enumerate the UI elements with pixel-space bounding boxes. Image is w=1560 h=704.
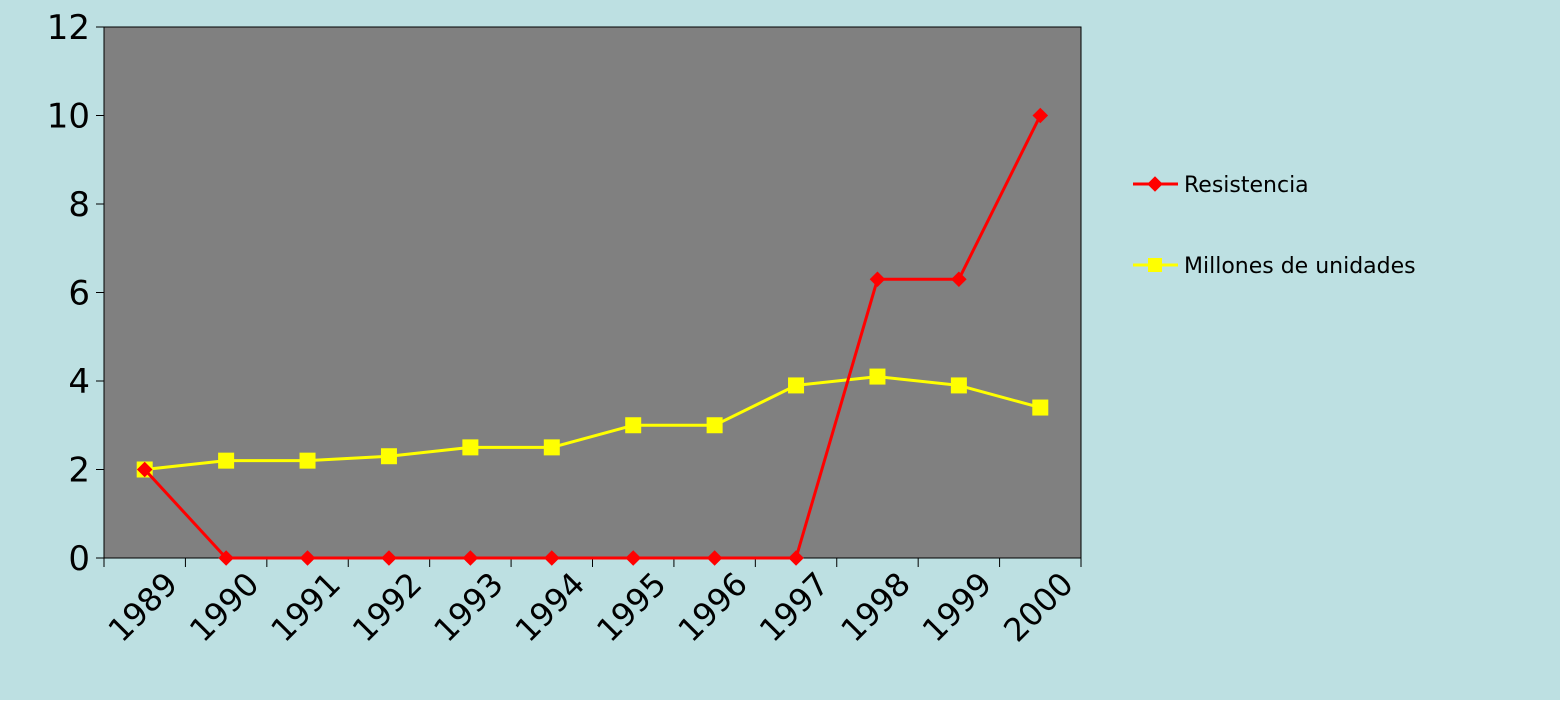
data-point: [1032, 399, 1049, 416]
data-point: [869, 368, 886, 385]
data-point: [136, 461, 153, 478]
data-point: [625, 417, 642, 434]
data-point: [1032, 107, 1049, 124]
legend: Resistencia Millones de unidades: [1133, 173, 1416, 279]
data-point: [544, 550, 560, 566]
y-tick-label: 4: [68, 362, 90, 402]
data-point: [788, 550, 804, 566]
series-millones: [136, 368, 1049, 478]
y-tick-label: 12: [47, 8, 90, 48]
legend-label-resistencia: Resistencia: [1184, 173, 1309, 198]
legend-label-millones: Millones de unidades: [1184, 254, 1416, 279]
legend-entry-millones: Millones de unidades: [1133, 254, 1416, 279]
data-point: [706, 550, 723, 566]
series-line: [143, 114, 1042, 560]
data-point: [788, 377, 805, 394]
y-tick-label: 8: [68, 185, 90, 225]
plot-area: [103, 26, 1082, 559]
data-point: [380, 448, 397, 465]
y-tick-label: 2: [68, 451, 90, 491]
data-point: [299, 452, 316, 469]
y-tick-label: 10: [47, 97, 90, 137]
data-point: [706, 417, 723, 434]
legend-entry-resistencia: Resistencia: [1133, 173, 1309, 198]
y-tick-label: 0: [68, 539, 90, 579]
series-layer: [136, 107, 1049, 566]
data-point: [462, 439, 479, 456]
legend-marker-resistencia: [1147, 176, 1163, 192]
legend-marker-millones: [1148, 258, 1162, 272]
data-point: [218, 452, 235, 469]
data-point: [950, 377, 967, 394]
y-tick-label: 6: [68, 274, 90, 314]
data-point: [625, 550, 641, 566]
y-axis: 0 2 4 6 8 10 12: [47, 8, 105, 579]
data-point: [543, 439, 560, 456]
series-line: [144, 375, 1041, 471]
data-point: [218, 550, 234, 566]
